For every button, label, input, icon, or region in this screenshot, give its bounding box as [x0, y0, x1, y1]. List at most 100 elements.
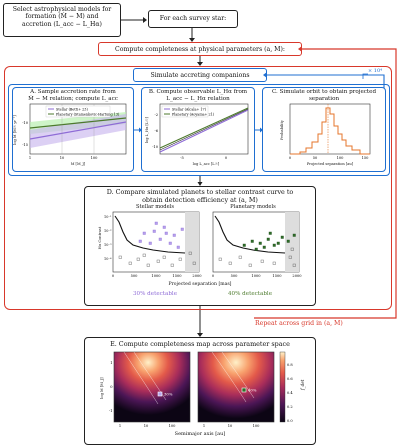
panel-d-right-xtick-3: 1000 — [251, 274, 261, 278]
survey-star-label: For each survey star: — [159, 15, 227, 22]
simulate-companions-label: Simulate accreting companions — [150, 71, 250, 79]
panel-e-left-xtick-1: 1 — [119, 424, 121, 428]
panel-b-title2: L_acc − L_Hα relation — [166, 95, 230, 102]
model-selection-line1: Select astrophysical models for — [12, 6, 112, 13]
panel-e-ytick-1: 1 — [110, 361, 112, 365]
panel-e-ytick-3: -1 — [109, 409, 113, 413]
panel-d-left-label: Stellar models — [135, 204, 174, 210]
panel-d-left-xtick-5: 2000 — [192, 274, 202, 278]
colorbar-label: f_det — [300, 379, 305, 391]
panel-d-ylabel: Hα Contrast — [97, 226, 102, 250]
panel-b-title1: B. Compute observable L_Hα from — [148, 89, 248, 95]
panel-a-title2: Ṁ − M relation; compute L_acc — [28, 95, 118, 102]
panel-c-xtick-3: 100 — [337, 156, 345, 160]
panel-e-xlabel: Semimajor axis [au] — [174, 431, 226, 437]
panel-c-xtick-1: 0 — [289, 156, 292, 160]
colorbar-tick-4: 0.2 — [287, 405, 293, 409]
panel-e-left-map: 30% 1 10 100 1 0 -1 — [109, 351, 191, 428]
panel-b-xlabel: log L_acc [L☉] — [192, 162, 220, 166]
panel-b-ytick-1: -2 — [154, 113, 158, 117]
panel-d-left-ytick-2: 10⁻² — [104, 229, 112, 233]
panel-c-plot: 0 50 100 150 — [289, 103, 371, 160]
panel-e-right-xtick-1: 1 — [203, 424, 205, 428]
panel-a-title1: A. Sample accretion rate from — [30, 89, 116, 95]
panel-b-ytick-2: -6 — [154, 129, 158, 133]
panel-a-ytick-2: -15 — [22, 143, 29, 147]
repeat-1e4-label: × 10⁴ — [368, 68, 383, 74]
panel-d-left-ytick-1: 10⁻¹ — [104, 215, 112, 219]
panel-c-ylabel: Probability — [279, 120, 284, 141]
panel-d-right-xtick-2: 500 — [231, 274, 239, 278]
panel-d-right-plot: 0 500 1000 1500 2000 — [212, 211, 302, 278]
panel-b-legend2: Planetary (Aoyama+ 21) — [172, 112, 215, 116]
panel-a-xtick-1: 1 — [29, 156, 31, 160]
panel-d-right-xtick-1: 0 — [212, 274, 215, 278]
panel-d-right-result: 40% detectable — [227, 291, 273, 297]
panel-d-right-xtick-5: 2000 — [292, 274, 302, 278]
model-selection-line3: accretion (L_acc − L_Hα) — [22, 20, 102, 28]
panel-b-xtick-1: -5 — [180, 156, 184, 160]
arrow-to-completeness — [189, 28, 195, 42]
panel-e-left-marker: 30% — [164, 392, 173, 397]
panel-c-xlabel: Projected separation [au] — [306, 162, 354, 166]
panel-e-left-xtick-2: 10 — [144, 424, 149, 428]
panel-e-right-xtick-2: 10 — [228, 424, 233, 428]
panel-c-xtick-2: 50 — [313, 156, 318, 160]
arrow-b-to-c — [255, 127, 263, 133]
colorbar-tick-5: 0.0 — [287, 419, 293, 423]
panel-a-plot: Stellar (Betti+ 23) Planetary (Stamenkov… — [22, 103, 127, 160]
panel-c-title1: C. Simulate orbit to obtain projected — [271, 89, 377, 95]
panel-b-legend1: Stellar (Alcala+ 17) — [172, 107, 207, 111]
panel-d-right-xtick-4: 1500 — [272, 274, 282, 278]
panel-e-ytick-2: 0 — [110, 385, 113, 389]
simulate-companions-box: Simulate accreting companions — [133, 68, 267, 82]
panel-e-colorbar: 0.8 0.6 0.4 0.2 0.0 f_det — [279, 351, 305, 423]
arrow-to-panel-d — [197, 176, 203, 186]
panel-a-ylabel: log Ṁ [M☉ yr⁻¹] — [12, 115, 17, 145]
panel-c-xtick-4: 150 — [362, 156, 370, 160]
model-selection-box: Select astrophysical models for formatio… — [3, 3, 121, 37]
colorbar-tick-1: 0.8 — [287, 363, 293, 367]
completeness-label: Compute completeness at physical paramet… — [115, 45, 285, 53]
arrow-a-to-b — [134, 127, 142, 133]
panel-a-xtick-2: 10 — [60, 156, 65, 160]
panel-e-title: E. Compute completeness map across param… — [110, 340, 290, 348]
simulation-container — [4, 66, 392, 310]
panel-a-legend2: Planetary (Stamenkovic-Hartung 13) — [56, 112, 120, 116]
panel-d-left-xtick-4: 1500 — [172, 274, 182, 278]
panel-b-xtick-2: 0 — [225, 156, 228, 160]
panel-e-right-map: 40% 1 10 100 — [197, 351, 275, 428]
repeat-label: Repeat across grid in (a, M) — [255, 320, 343, 327]
arrow-to-survey — [121, 17, 147, 23]
panel-e-right-marker: 40% — [248, 388, 257, 393]
colorbar-tick-2: 0.6 — [287, 377, 293, 381]
panel-a-legend1: Stellar (Betti+ 23) — [56, 107, 88, 111]
abc-container — [8, 84, 390, 176]
panel-d-left-xtick-1: 0 — [112, 274, 115, 278]
panel-b-ylabel: log L_Hα [L☉] — [144, 117, 149, 144]
colorbar-tick-3: 0.4 — [287, 391, 293, 395]
panel-b-ytick-3: -10 — [152, 145, 159, 149]
panel-d-left-ytick-4: 10⁻⁴ — [104, 257, 112, 261]
panel-e-right-xtick-3: 100 — [253, 424, 261, 428]
model-selection-line2: formation (Ṁ − M) and — [25, 13, 99, 21]
panel-d-left-xtick-3: 1000 — [151, 274, 161, 278]
panel-d-title2: obtain detection efficiency at (a, M) — [142, 195, 258, 204]
panel-d-title1: D. Compare simulated planets to stellar … — [106, 188, 294, 196]
panel-a-xlabel: M [M_J] — [70, 162, 86, 166]
panel-d-left-result: 30% detectable — [132, 291, 178, 297]
panel-c-title2: separation — [308, 95, 340, 102]
panel-d-right-label: Planetary models — [230, 204, 276, 210]
panel-a-ytick-1: -10 — [22, 121, 29, 125]
panel-d-left-ytick-3: 10⁻³ — [104, 243, 112, 247]
panel-e-left-xtick-3: 100 — [169, 424, 177, 428]
panel-a-xtick-3: 100 — [91, 156, 99, 160]
panel-b-plot: Stellar (Alcala+ 17) Planetary (Aoyama+ … — [152, 103, 249, 160]
survey-star-box: For each survey star: — [148, 10, 238, 28]
panel-d-left-plot: 10⁻¹ 10⁻² 10⁻³ 10⁻⁴ 0 500 1000 1500 2000 — [104, 211, 202, 278]
panel-d-left-xtick-2: 500 — [131, 274, 139, 278]
panel-d-xlabel: Projected separation [mas] — [168, 282, 232, 287]
panel-e-ylabel: log M [M_J] — [99, 377, 104, 399]
